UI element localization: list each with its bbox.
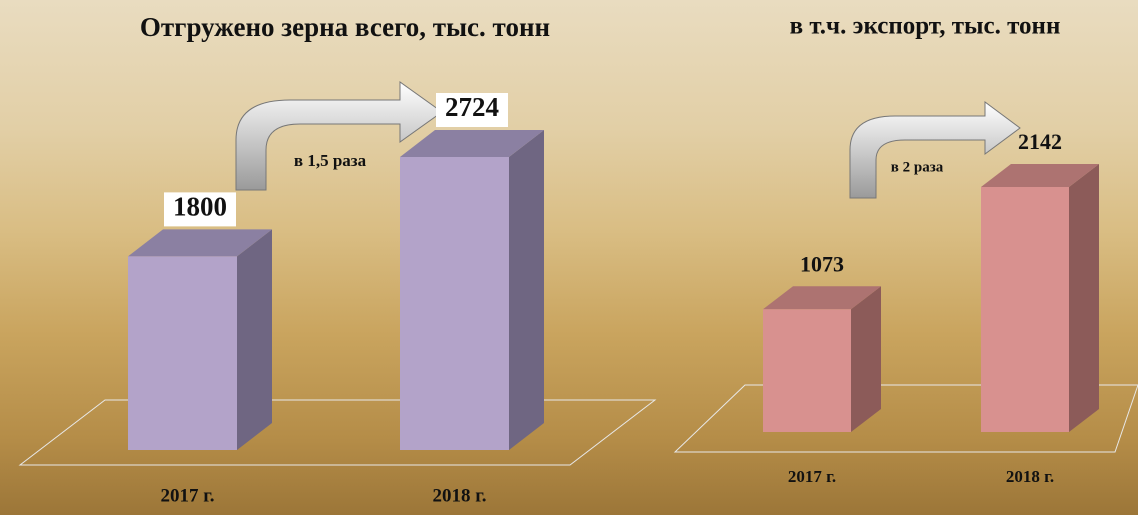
bar-side <box>509 130 544 450</box>
x-tick-label: 2017 г. <box>161 485 215 506</box>
bar <box>763 309 851 432</box>
growth-arrow <box>235 81 443 191</box>
value-label: 1073 <box>800 251 844 276</box>
value-label-box <box>164 192 236 227</box>
bar <box>981 187 1069 432</box>
chart-title: Отгружено зерна всего, тыс. тонн <box>140 12 550 42</box>
floor <box>673 384 1138 453</box>
bar-top <box>400 130 544 157</box>
value-label: 1800 <box>173 192 227 222</box>
bar-side <box>851 286 881 432</box>
value-label: 2724 <box>445 92 499 122</box>
annotation: в 2 раза <box>891 159 944 175</box>
value-label: 2142 <box>1018 129 1062 154</box>
floor <box>18 399 657 466</box>
bar <box>400 157 509 450</box>
bar <box>128 256 237 450</box>
x-tick-label: 2018 г. <box>433 485 487 506</box>
bar-top <box>128 229 272 257</box>
x-tick-label: 2017 г. <box>788 467 836 486</box>
annotation: в 1,5 раза <box>294 151 367 170</box>
bar-side <box>237 229 272 450</box>
growth-arrow <box>849 101 1021 199</box>
x-tick-label: 2018 г. <box>1006 467 1054 486</box>
bar-top <box>763 286 881 310</box>
chart-title: в т.ч. экспорт, тыс. тонн <box>790 13 1061 40</box>
value-label-box <box>436 93 508 127</box>
bar-side <box>1069 164 1099 432</box>
bar-top <box>981 164 1099 187</box>
